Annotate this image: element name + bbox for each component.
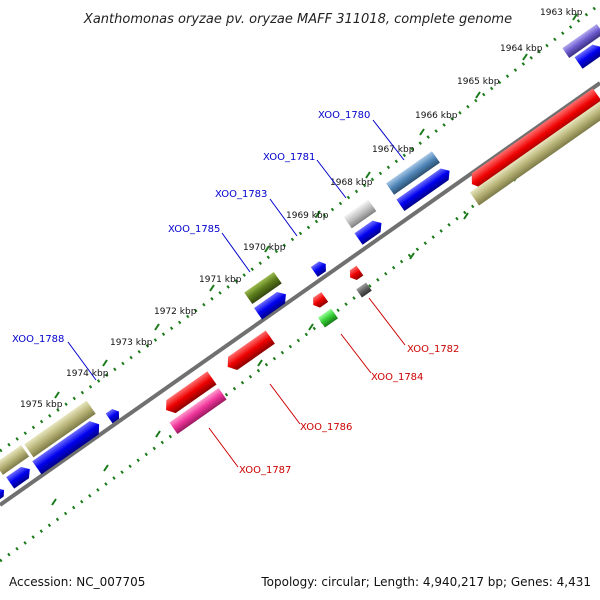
tick-track-outer: [0, 2, 600, 453]
gene-label-top[interactable]: XOO_1781: [263, 152, 315, 163]
accession-text: Accession: NC_007705: [9, 575, 145, 589]
scale-label: 1966 kbp: [415, 111, 458, 121]
callout-lines-bottom: [208, 297, 406, 468]
gene-arrow-forward[interactable]: [396, 165, 453, 211]
gene-block-olive-right[interactable]: [469, 100, 600, 206]
gene-arrow-forward[interactable]: [105, 407, 123, 424]
gene-arrow-forward[interactable]: [354, 217, 386, 245]
gene-arrow-forward[interactable]: [6, 463, 34, 489]
gene-label-bottom[interactable]: XOO_1787: [239, 465, 291, 476]
scale-label: 1963 kbp: [540, 8, 583, 18]
scale-label: 1965 kbp: [457, 77, 500, 87]
gene-label-bottom[interactable]: XOO_1782: [407, 344, 459, 355]
gene-block-olive-left[interactable]: [24, 400, 96, 458]
scale-label: 1970 kbp: [243, 243, 286, 253]
gene-block-pink[interactable]: [169, 388, 227, 434]
gene-label-top[interactable]: XOO_1783: [215, 189, 267, 200]
gene-arrow-forward[interactable]: [310, 259, 329, 277]
gene-arrow-reverse[interactable]: [310, 292, 329, 310]
gene-arrow-forward[interactable]: [32, 418, 103, 475]
gene-block-slate[interactable]: [562, 24, 600, 58]
scale-label: 1968 kbp: [330, 178, 373, 188]
scale-label: 1974 kbp: [66, 369, 109, 379]
gene-block-silver[interactable]: [343, 199, 377, 229]
gene-label-bottom[interactable]: XOO_1786: [300, 422, 352, 433]
genome-summary-text: Topology: circular; Length: 4,940,217 bp…: [260, 575, 591, 589]
scale-label: 1973 kbp: [110, 338, 153, 348]
gene-arrow-forward[interactable]: [254, 289, 290, 320]
gene-arrow-reverse[interactable]: [223, 330, 275, 374]
major-ticks-outer: [54, 13, 578, 399]
gene-block-green[interactable]: [318, 308, 338, 328]
scale-label: 1971 kbp: [199, 275, 242, 285]
scale-label: 1967 kbp: [372, 145, 415, 155]
gene-label-bottom[interactable]: XOO_1784: [371, 372, 423, 383]
gene-label-top[interactable]: XOO_1785: [168, 224, 220, 235]
gene-arrow-reverse[interactable]: [467, 88, 600, 191]
gene-arrow-forward[interactable]: [0, 486, 7, 500]
gene-block-grey[interactable]: [356, 282, 372, 298]
scale-label: 1969 kbp: [286, 211, 329, 221]
gene-label-top[interactable]: XOO_1788: [12, 334, 64, 345]
gene-label-top[interactable]: XOO_1780: [318, 110, 370, 121]
gene-block-olive-edge[interactable]: [0, 445, 30, 475]
gene-block-darkolive[interactable]: [244, 271, 282, 305]
scale-label: 1975 kbp: [20, 400, 63, 410]
gene-arrow-reverse[interactable]: [161, 371, 217, 416]
map-title: Xanthomonas oryzae pv. oryzae MAFF 31101…: [83, 12, 512, 27]
scale-label: 1964 kbp: [500, 44, 543, 54]
gene-block-steelblue[interactable]: [386, 151, 440, 195]
scale-labels: 1963 kbp 1964 kbp 1965 kbp 1966 kbp 1967…: [20, 8, 583, 410]
callout-lines-top: [67, 119, 405, 381]
gene-arrow-forward[interactable]: [574, 41, 600, 69]
gene-arrow-reverse[interactable]: [347, 265, 364, 283]
scale-label: 1972 kbp: [154, 307, 197, 317]
